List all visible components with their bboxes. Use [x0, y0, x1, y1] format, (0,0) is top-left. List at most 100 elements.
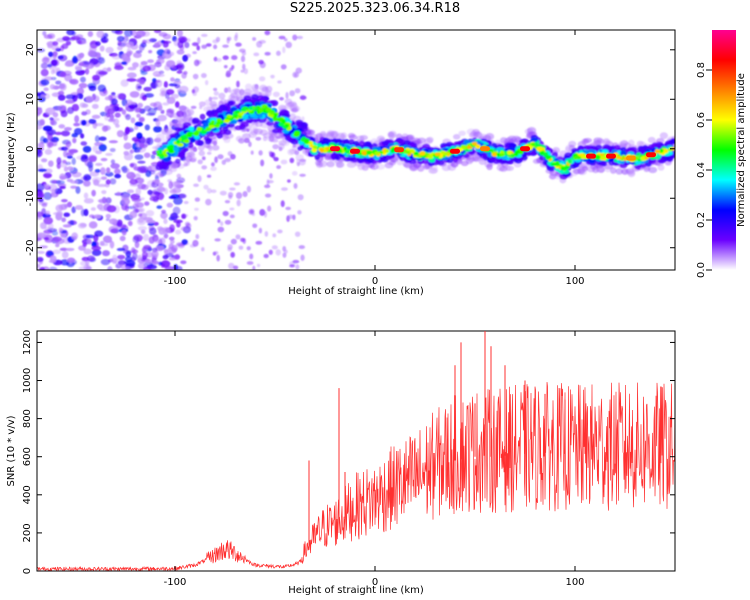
spectrogram-cell [97, 70, 108, 76]
spectrogram-cell [197, 175, 202, 183]
spectrogram-cell [71, 206, 76, 214]
spectrogram-cell [210, 120, 216, 125]
spectrogram-cell [413, 151, 419, 156]
spectrogram-cell [155, 245, 164, 252]
spectrogram-cell [266, 107, 273, 113]
spectrogram-cell [49, 117, 54, 121]
spectrogram-cell [255, 240, 263, 245]
spectrogram-cell [38, 141, 45, 149]
spectrogram-cell [224, 158, 231, 163]
spectrogram-cell [573, 156, 579, 160]
spectrogram-cell [197, 145, 205, 151]
spectrogram-cell [88, 44, 98, 49]
spectrogram-cell [121, 61, 128, 65]
spectrogram-cell [260, 159, 265, 167]
spectrogram-cell [135, 50, 143, 54]
spectrogram-cell [46, 251, 54, 257]
spectrogram-cell [70, 185, 78, 189]
spectrogram-cell [298, 245, 306, 250]
spectrogram-cell [109, 147, 116, 153]
x-tick-label: 0 [372, 276, 378, 287]
spectrogram-cell [374, 151, 379, 155]
spectrogram-cell [228, 262, 235, 270]
spectrogram-peak [520, 146, 530, 152]
spectrogram-cell [221, 159, 227, 165]
spectrogram-cell [40, 68, 49, 77]
spectrogram-cell [206, 174, 212, 178]
spectrogram-cell [57, 104, 67, 111]
spectrogram-ylabel: Frequency (Hz) [6, 112, 17, 188]
spectrogram-cell [39, 222, 47, 230]
spectrogram-frame [36, 29, 676, 271]
spectrogram-cell [300, 122, 309, 128]
spectrogram-cell [615, 156, 623, 160]
spectrogram-cell [371, 143, 378, 148]
spectrogram-cell [256, 263, 261, 268]
spectrogram-cell [275, 249, 281, 256]
spectrogram-cell [255, 121, 263, 128]
spectrogram-cell [268, 249, 273, 255]
spectrogram-cell [569, 169, 578, 177]
spectrogram-cell [107, 266, 113, 270]
spectrogram-cell [263, 253, 269, 259]
spectrogram-cell [103, 235, 113, 244]
spectrogram-cell [281, 118, 286, 124]
spectrogram-cell [280, 159, 288, 165]
spectrogram-cell [37, 250, 46, 254]
spectrogram-cell [235, 135, 243, 142]
spectrogram-cell [179, 37, 187, 44]
spectrogram-cell [157, 114, 167, 122]
spectrogram-cell [176, 70, 183, 74]
spectrogram-cell [180, 260, 187, 265]
spectrogram-cell [222, 55, 229, 60]
spectrogram-cell [225, 70, 232, 78]
spectrogram-cell [251, 94, 259, 100]
spectrogram-cell [272, 144, 279, 150]
spectrogram-cell [272, 91, 280, 98]
spectrogram-cell [343, 156, 352, 162]
spectrogram-cell [168, 236, 175, 241]
spectrogram-cell [246, 246, 251, 251]
spectrogram-cell [98, 143, 107, 152]
spectrogram-cell [428, 168, 438, 174]
spectrogram-cell [144, 201, 150, 206]
spectrogram-cell [64, 73, 73, 82]
spectrogram-cell [508, 142, 517, 149]
spectrogram-cell [49, 255, 57, 263]
spectrogram-cell [149, 81, 159, 89]
spectrogram-cell [530, 137, 538, 143]
spectrogram-cell [80, 133, 85, 139]
spectrogram-cell [176, 30, 183, 38]
colorbar-tick-label: 0.0 [696, 262, 707, 278]
spectrogram-cell [295, 264, 300, 270]
spectrogram-cell [219, 98, 227, 105]
spectrogram-cell [97, 57, 105, 64]
spectrogram-cell [175, 265, 183, 270]
spectrogram-cell [75, 34, 84, 39]
spectrogram-cell [271, 245, 278, 250]
spectrogram-cell [109, 178, 117, 185]
spectrogram-cell [41, 208, 47, 216]
spectrogram-cell [91, 241, 97, 248]
spectrogram-cell [125, 114, 131, 121]
spectrogram-cell [213, 87, 218, 92]
spectrogram-cell [154, 42, 160, 48]
spectrogram-cell [219, 190, 227, 196]
spectrogram-cell [90, 207, 96, 211]
spectrogram-cell [51, 45, 60, 51]
spectrogram-cell [51, 188, 56, 197]
spectrogram-cell [297, 146, 304, 151]
spectrogram-cell [192, 92, 197, 96]
spectrogram-cell [234, 110, 241, 114]
spectrogram-cell [95, 162, 103, 167]
spectrogram-cell [110, 159, 116, 165]
spectrogram-cell [663, 155, 670, 161]
spectrogram-cell [52, 112, 59, 118]
spectrogram-peak [350, 148, 360, 154]
spectrogram-cell [106, 205, 117, 213]
spectrogram-cell [303, 139, 309, 144]
spectrogram-cell [240, 237, 245, 243]
spectrogram-cell [199, 105, 203, 110]
spectrogram-cell [145, 219, 156, 224]
